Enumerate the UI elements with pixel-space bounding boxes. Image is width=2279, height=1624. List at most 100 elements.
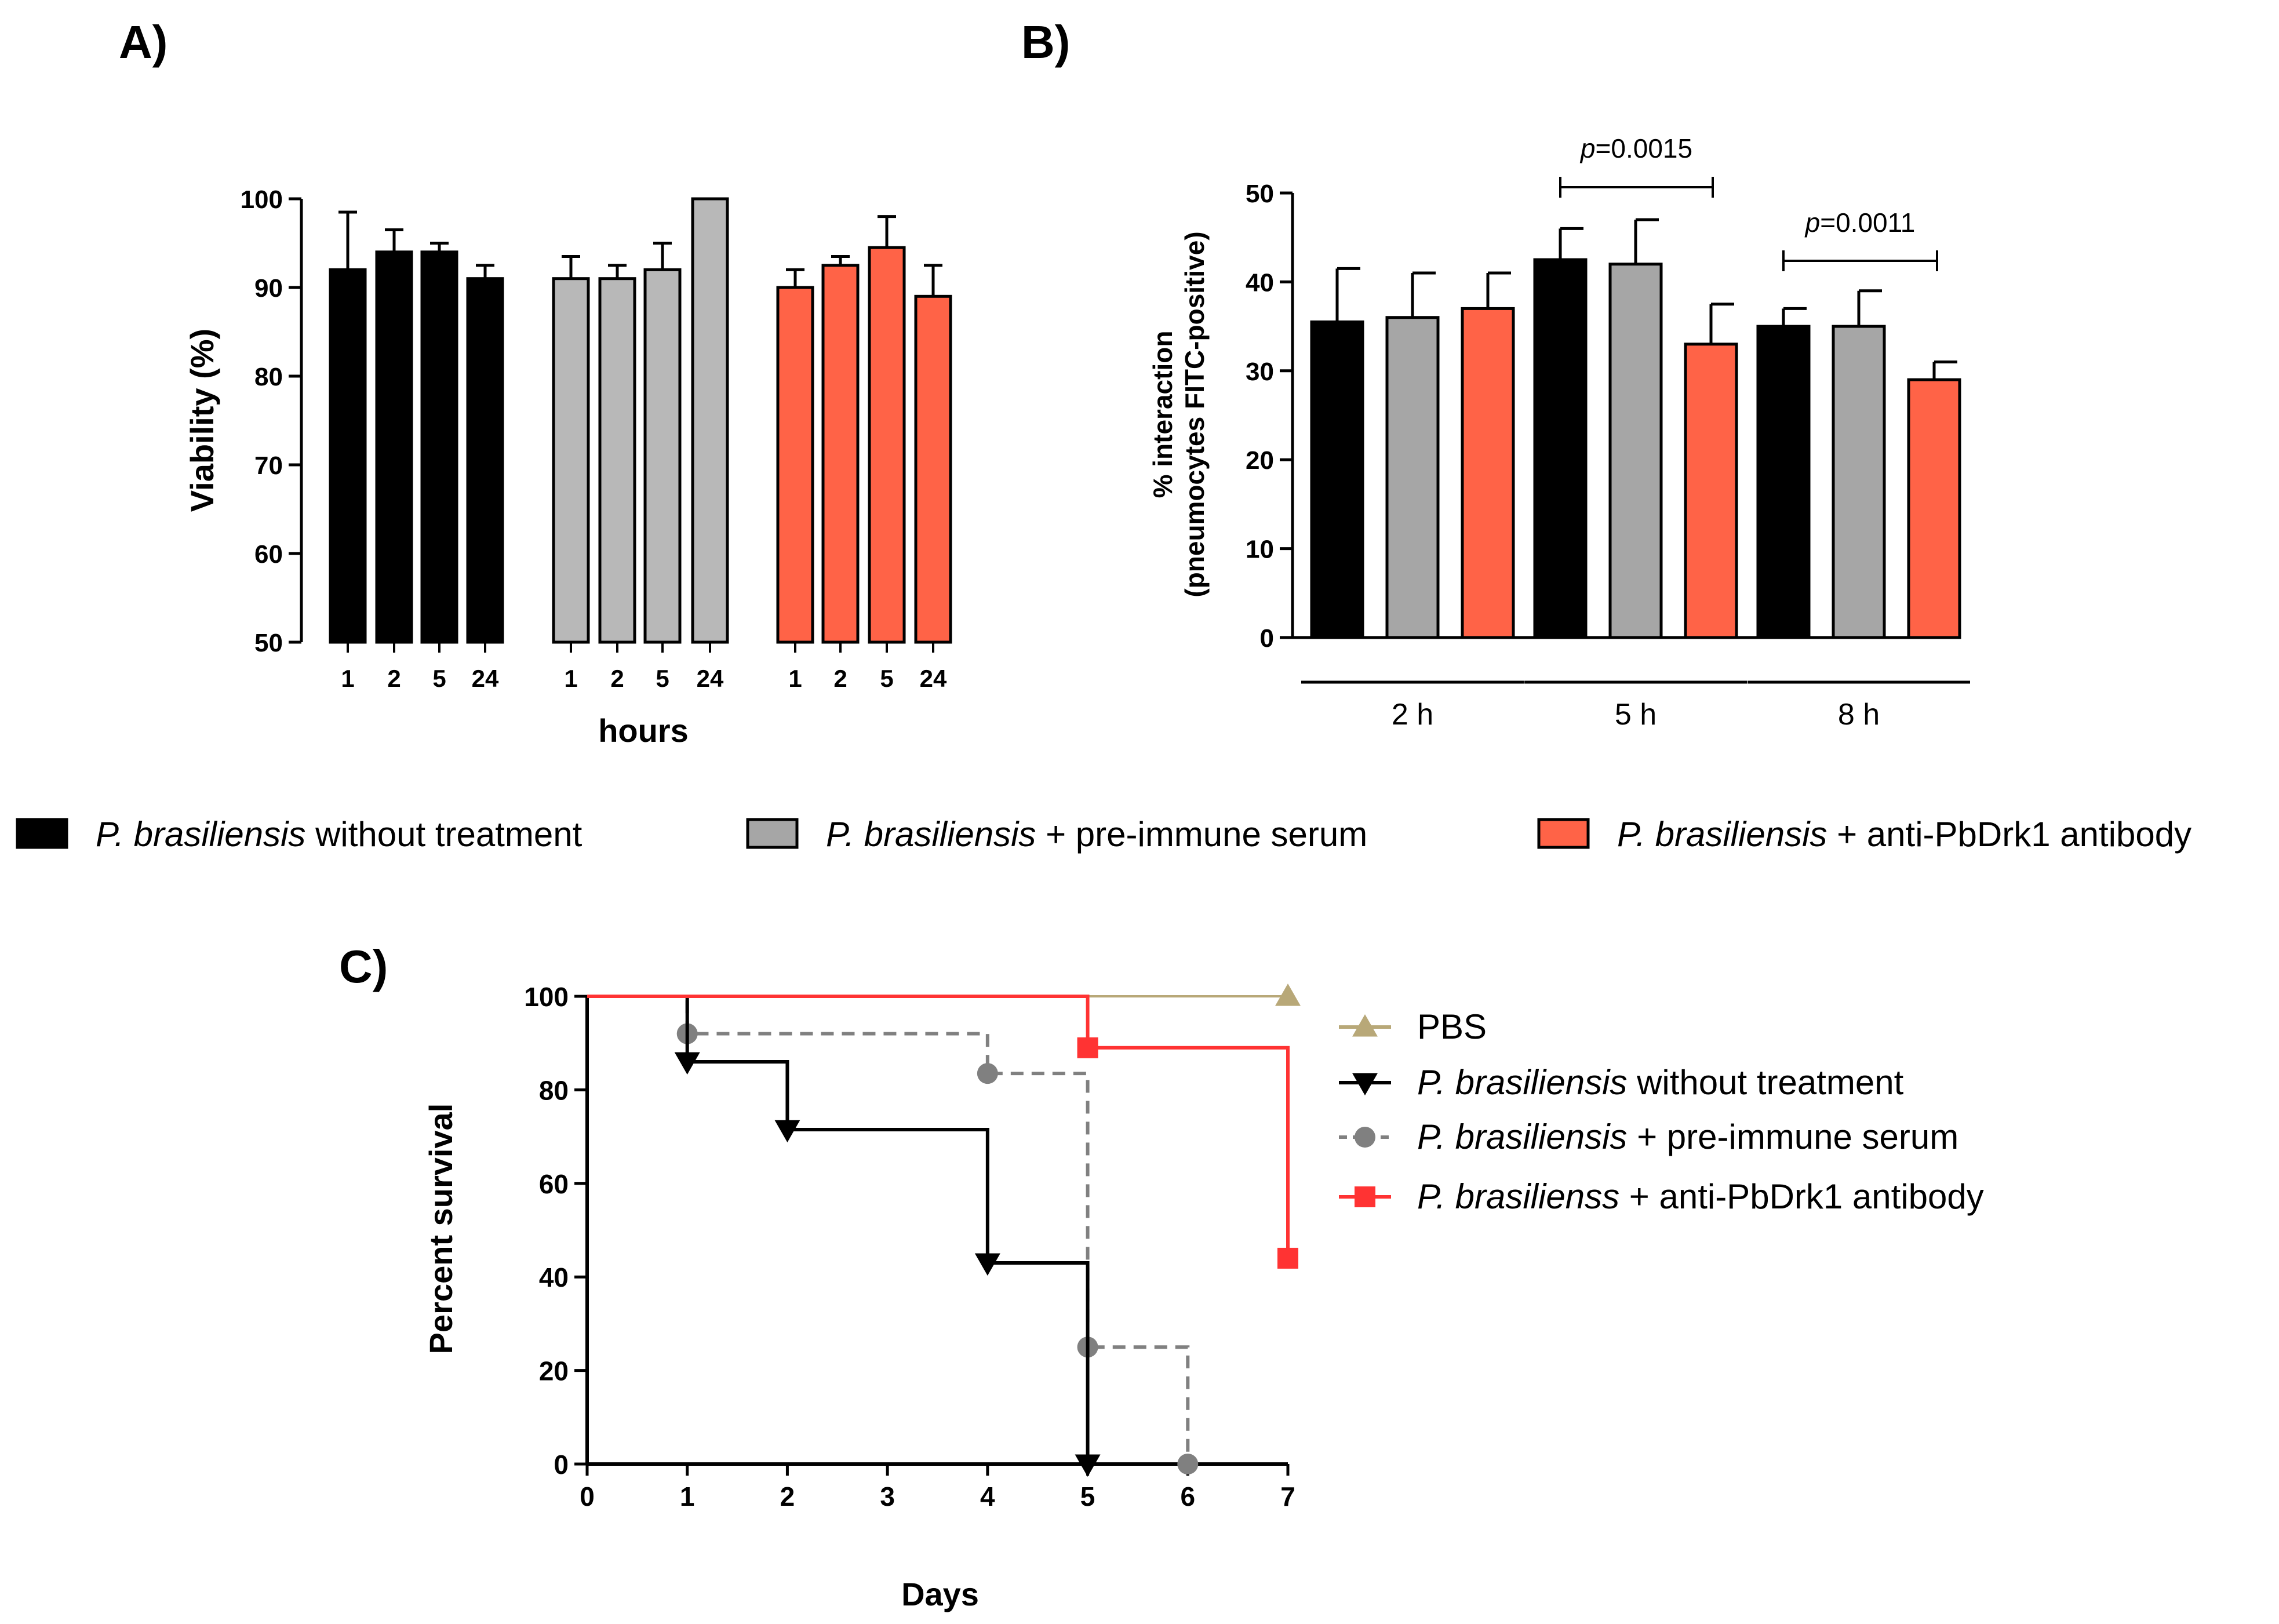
chart-a-xtick-label: 24: [472, 665, 499, 692]
chart-a-bar: [375, 250, 413, 644]
legend-ab-label-rest: without treatment: [305, 815, 582, 854]
chart-a-bar: [420, 250, 458, 644]
chart-c-marker: [977, 1063, 998, 1084]
legend-c-label-rest: + pre-immune serum: [1627, 1117, 1958, 1156]
chart-c-ytick-label: 0: [554, 1450, 569, 1480]
chart-b-bar: [1756, 325, 1811, 639]
chart-c-marker: [974, 1253, 1000, 1276]
legend-c-label-italic: P. brasiliensis: [1417, 1063, 1627, 1102]
chart-a-xtick-label: 2: [610, 665, 624, 692]
legend-c-label-italic: P. brasilienss: [1417, 1177, 1619, 1216]
legend-c-marker: [1352, 1073, 1378, 1095]
chart-b-ytick-label: 10: [1246, 536, 1274, 564]
legend-c-label: PBS: [1417, 1007, 1487, 1046]
chart-a-bar: [914, 294, 952, 644]
chart-a-ytick-label: 60: [254, 540, 283, 569]
chart-a-ytick-label: 90: [254, 274, 283, 303]
chart-a-ytick-label: 100: [241, 185, 283, 214]
chart-c-ytick-label: 40: [539, 1262, 569, 1292]
chart-a-bar: [821, 264, 860, 644]
chart-c-xlabel: Days: [901, 1576, 979, 1612]
chart-c-xtick-label: 7: [1280, 1481, 1295, 1512]
chart-a-bar: [598, 277, 636, 644]
chart-c-marker: [1177, 1454, 1199, 1474]
chart-c-xtick-label: 3: [880, 1481, 895, 1512]
chart-a-bar: [329, 268, 367, 644]
chart-a-bar: [552, 277, 590, 644]
chart-b-bars: [1310, 218, 1961, 639]
chart-b-ytick-label: 0: [1260, 624, 1274, 653]
chart-b-category-label: 5 h: [1615, 698, 1657, 731]
chart-c-ylabel: Percent survival: [423, 1104, 459, 1354]
panel-label-c: C): [339, 941, 388, 992]
chart-a-bar: [776, 286, 814, 644]
chart-b-pvalue-num: =0.0015: [1596, 133, 1693, 163]
chart-c-xtick-label: 2: [780, 1481, 795, 1512]
chart-b-ylabel-line2: (pneumocytes FITC-positive): [1179, 231, 1210, 597]
chart-b-category-label: 2 h: [1392, 698, 1433, 731]
chart-a-ytick-label: 70: [254, 451, 283, 480]
chart-a-xtick-label: 5: [432, 665, 446, 692]
legend-ab-label: P. brasiliensis + pre-immune serum: [826, 815, 1367, 854]
chart-c-marker: [674, 1052, 700, 1075]
legend-c-label-plain: PBS: [1417, 1007, 1487, 1046]
legend-c-label-rest: without treatment: [1627, 1063, 1903, 1102]
chart-c-xtick-label: 0: [580, 1481, 595, 1512]
chart-c: 0 20 40 60 80 100 0 1 2 3 4 5 6 7 Percent survival Da…: [423, 982, 1984, 1612]
chart-a-bar: [466, 277, 504, 644]
chart-c-marker: [1077, 1037, 1098, 1058]
legend-c-label: P. brasiliensis + pre-immune serum: [1417, 1117, 1958, 1156]
chart-b-ytick-label: 30: [1246, 358, 1274, 386]
legend-c-label: P. brasilienss + anti-PbDrk1 antibody: [1417, 1177, 1984, 1216]
chart-a-xtick-label: 1: [788, 665, 802, 692]
chart-c-xtick-label: 4: [980, 1481, 995, 1512]
chart-a-xtick-label: 2: [387, 665, 401, 692]
chart-b-pvalue: p=0.0015: [1579, 133, 1692, 163]
chart-a-ytick-label: 80: [254, 363, 283, 391]
chart-b-pvalue-p: p: [1804, 207, 1821, 238]
chart-c-marker: [1277, 1247, 1298, 1269]
legend-c-label-italic: P. brasiliensis: [1417, 1117, 1627, 1156]
legend-ab-label-italic: P. brasiliensis: [1617, 815, 1827, 854]
chart-b-bar: [1608, 263, 1663, 639]
legend-ab: P. brasiliensis without treatment P. bras…: [16, 815, 2191, 854]
chart-c-ytick-label: 60: [539, 1169, 569, 1199]
chart-a: 1 2 5 24 1 2 5 24 1 2 5 24 50 60 70 80 90 100 Viability (…: [184, 185, 952, 749]
chart-a-bar: [643, 268, 682, 644]
chart-a-xtick-label: 5: [880, 665, 893, 692]
chart-b-bar: [1533, 258, 1588, 639]
chart-a-xtick-label: 24: [920, 665, 947, 692]
chart-b-bar: [1832, 325, 1886, 639]
legend-c-marker: [1355, 1127, 1375, 1148]
chart-c-xtick-label: 6: [1180, 1481, 1195, 1512]
legend-c-label: P. brasiliensis without treatment: [1417, 1063, 1904, 1102]
chart-c-marker: [774, 1120, 800, 1142]
chart-a-xtick-label: 5: [656, 665, 669, 692]
chart-b-ytick-label: 50: [1246, 180, 1274, 208]
chart-c-xtick-label: 5: [1080, 1481, 1095, 1512]
chart-a-xlabel: hours: [598, 712, 689, 749]
chart-a-bar: [868, 246, 906, 644]
chart-b-ylabel-line1: % interaction: [1148, 331, 1178, 498]
legend-ab-label: P. brasiliensis without treatment: [96, 815, 583, 854]
chart-b-bar: [1684, 343, 1738, 639]
chart-a-bar: [691, 197, 729, 644]
chart-b-bar: [1461, 307, 1515, 639]
panel-label-a: A): [119, 16, 168, 68]
legend-ab-swatch: [1537, 818, 1590, 849]
panel-label-b: B): [1021, 16, 1070, 68]
legend-ab-label: P. brasiliensis + anti-PbDrk1 antibody: [1617, 815, 2191, 854]
chart-c-xtick-label: 1: [680, 1481, 695, 1512]
legend-c-marker: [1355, 1186, 1375, 1207]
chart-a-ylabel: Viability (%): [184, 329, 220, 512]
chart-c-lines: [587, 984, 1301, 1477]
chart-b-ytick-label: 20: [1246, 446, 1274, 475]
chart-b-bar: [1385, 316, 1440, 639]
chart-c-marker: [1275, 984, 1301, 1006]
chart-b-ytick-label: 40: [1246, 268, 1274, 297]
legend-c-label-rest: + anti-PbDrk1 antibody: [1619, 1177, 1984, 1216]
chart-a-xtick-label: 1: [341, 665, 354, 692]
